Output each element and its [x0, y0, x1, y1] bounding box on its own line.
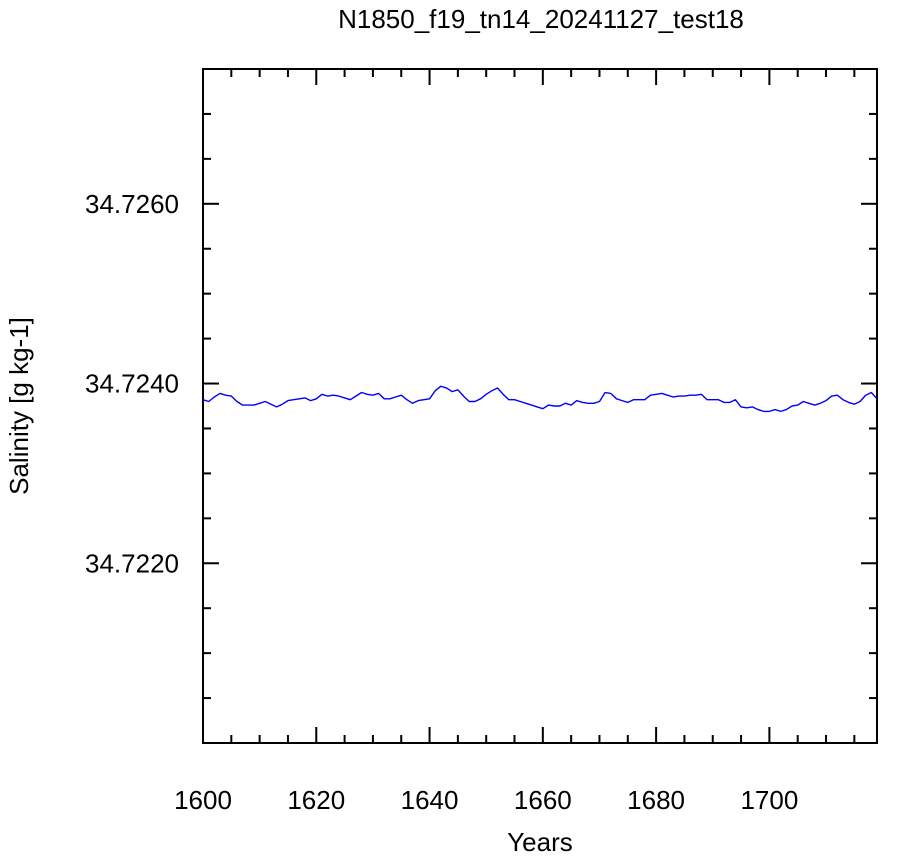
y-axis-label: Salinity [g kg-1] — [4, 317, 34, 495]
x-tick-label: 1640 — [401, 785, 459, 815]
x-tick-label: 1700 — [740, 785, 798, 815]
plot-frame — [202, 68, 878, 744]
x-axis-ticks — [202, 69, 856, 743]
x-tick-label: 1680 — [627, 785, 685, 815]
x-axis-tick-labels: 1600 1620 1640 1660 1680 1700 — [174, 785, 798, 815]
x-tick-label: 1600 — [174, 785, 232, 815]
x-tick-label: 1660 — [514, 785, 572, 815]
salinity-series-line — [202, 385, 878, 413]
y-tick-label: 34.7240 — [85, 369, 179, 399]
chart-title: N1850_f19_tn14_20241127_test18 — [338, 4, 744, 34]
y-tick-label: 34.7220 — [85, 548, 179, 578]
y-axis-tick-labels: 34.7220 34.7240 34.7260 — [85, 189, 179, 578]
y-tick-label: 34.7260 — [85, 189, 179, 219]
x-tick-label: 1620 — [287, 785, 345, 815]
y-axis-ticks — [203, 112, 877, 700]
x-axis-label: Years — [507, 827, 573, 857]
